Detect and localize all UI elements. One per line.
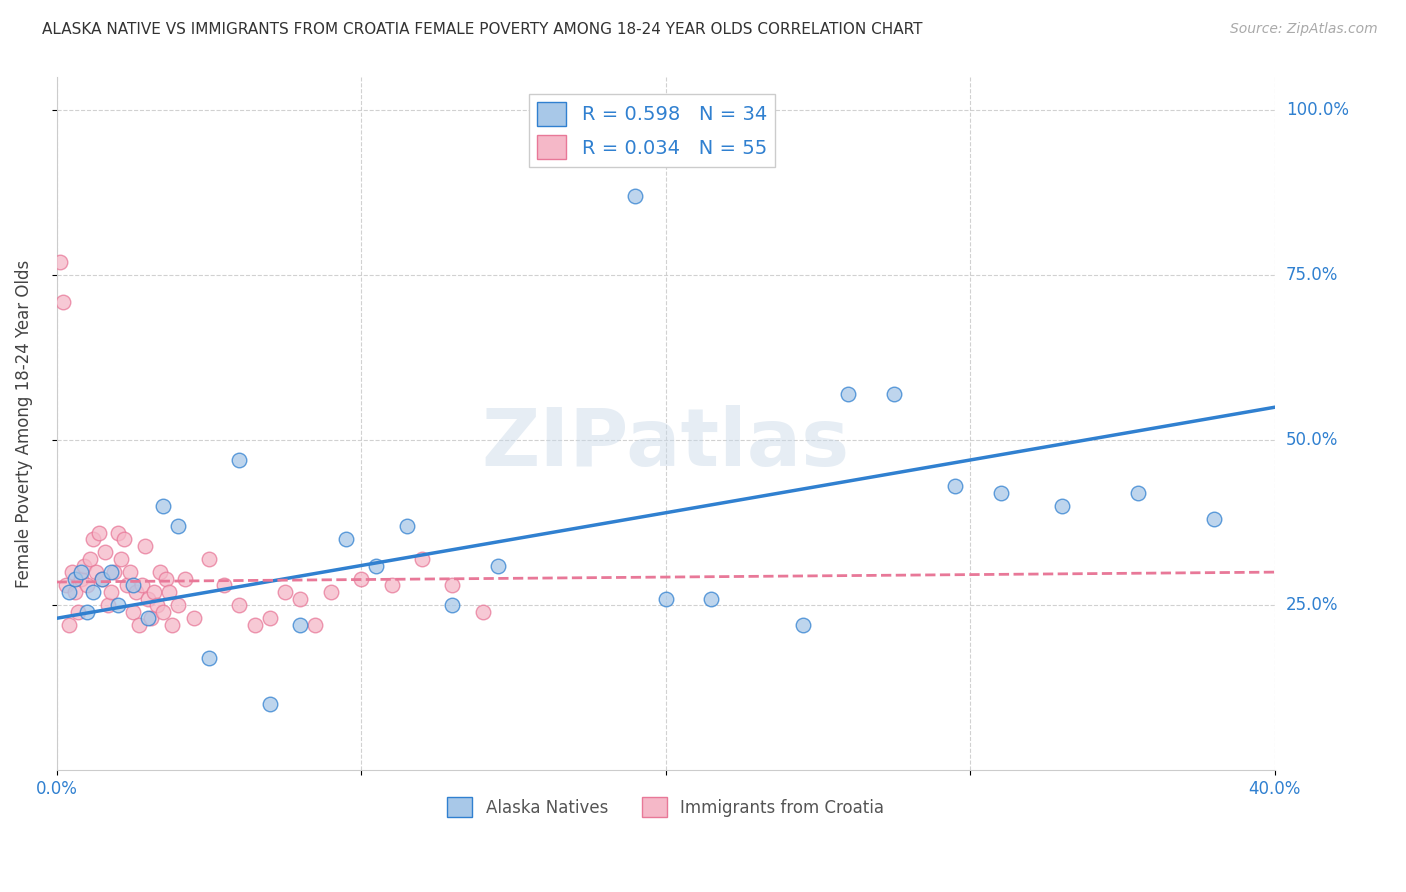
Point — [441, 578, 464, 592]
Point — [335, 532, 357, 546]
Point — [395, 519, 418, 533]
Point — [624, 189, 647, 203]
Point — [162, 618, 184, 632]
Point — [149, 565, 172, 579]
Point — [883, 387, 905, 401]
Y-axis label: Female Poverty Among 18-24 Year Olds: Female Poverty Among 18-24 Year Olds — [15, 260, 32, 588]
Point — [79, 552, 101, 566]
Text: ZIPatlas: ZIPatlas — [481, 406, 849, 483]
Point — [63, 572, 86, 586]
Point — [125, 585, 148, 599]
Text: 50.0%: 50.0% — [1286, 431, 1339, 450]
Point — [107, 525, 129, 540]
Point — [259, 611, 281, 625]
Point — [411, 552, 433, 566]
Point — [82, 585, 104, 599]
Point — [228, 598, 250, 612]
Point — [91, 572, 114, 586]
Point — [55, 578, 77, 592]
Point — [103, 565, 125, 579]
Point — [100, 565, 122, 579]
Point — [837, 387, 859, 401]
Point — [471, 605, 494, 619]
Point — [121, 578, 143, 592]
Point — [366, 558, 388, 573]
Point — [441, 598, 464, 612]
Point — [1126, 486, 1149, 500]
Point — [115, 578, 138, 592]
Text: 25.0%: 25.0% — [1286, 596, 1339, 614]
Point — [167, 598, 190, 612]
Point — [198, 552, 221, 566]
Point — [943, 479, 966, 493]
Point — [350, 572, 373, 586]
Point — [82, 532, 104, 546]
Point — [76, 605, 98, 619]
Point — [97, 598, 120, 612]
Point — [486, 558, 509, 573]
Point — [58, 585, 80, 599]
Point — [146, 598, 169, 612]
Point — [139, 611, 162, 625]
Point — [66, 605, 89, 619]
Point — [157, 585, 180, 599]
Point — [381, 578, 404, 592]
Legend: Alaska Natives, Immigrants from Croatia: Alaska Natives, Immigrants from Croatia — [441, 790, 890, 824]
Text: ALASKA NATIVE VS IMMIGRANTS FROM CROATIA FEMALE POVERTY AMONG 18-24 YEAR OLDS CO: ALASKA NATIVE VS IMMIGRANTS FROM CROATIA… — [42, 22, 922, 37]
Point — [94, 545, 117, 559]
Point — [212, 578, 235, 592]
Point — [118, 565, 141, 579]
Point — [131, 578, 153, 592]
Point — [259, 697, 281, 711]
Point — [70, 565, 93, 579]
Point — [84, 565, 107, 579]
Point — [700, 591, 723, 606]
Text: 100.0%: 100.0% — [1286, 102, 1348, 120]
Point — [198, 651, 221, 665]
Point — [304, 618, 326, 632]
Point — [89, 525, 111, 540]
Point — [73, 558, 96, 573]
Point — [48, 255, 70, 269]
Text: 75.0%: 75.0% — [1286, 267, 1339, 285]
Point — [100, 585, 122, 599]
Point — [792, 618, 814, 632]
Point — [60, 565, 83, 579]
Point — [128, 618, 150, 632]
Point — [143, 585, 166, 599]
Point — [155, 572, 177, 586]
Point — [121, 605, 143, 619]
Point — [70, 572, 93, 586]
Point — [228, 453, 250, 467]
Point — [290, 618, 312, 632]
Point — [110, 552, 132, 566]
Point — [1050, 499, 1073, 513]
Point — [274, 585, 297, 599]
Point — [152, 499, 174, 513]
Point — [654, 591, 676, 606]
Point — [167, 519, 190, 533]
Point — [290, 591, 312, 606]
Point — [173, 572, 195, 586]
Point — [136, 611, 159, 625]
Text: Source: ZipAtlas.com: Source: ZipAtlas.com — [1230, 22, 1378, 37]
Point — [58, 618, 80, 632]
Point — [112, 532, 135, 546]
Point — [243, 618, 266, 632]
Point — [152, 605, 174, 619]
Point — [990, 486, 1012, 500]
Point — [76, 578, 98, 592]
Point — [183, 611, 205, 625]
Point — [91, 572, 114, 586]
Point — [107, 598, 129, 612]
Point — [136, 591, 159, 606]
Point — [1202, 512, 1225, 526]
Point — [52, 294, 75, 309]
Point — [319, 585, 342, 599]
Point — [63, 585, 86, 599]
Point — [134, 539, 156, 553]
